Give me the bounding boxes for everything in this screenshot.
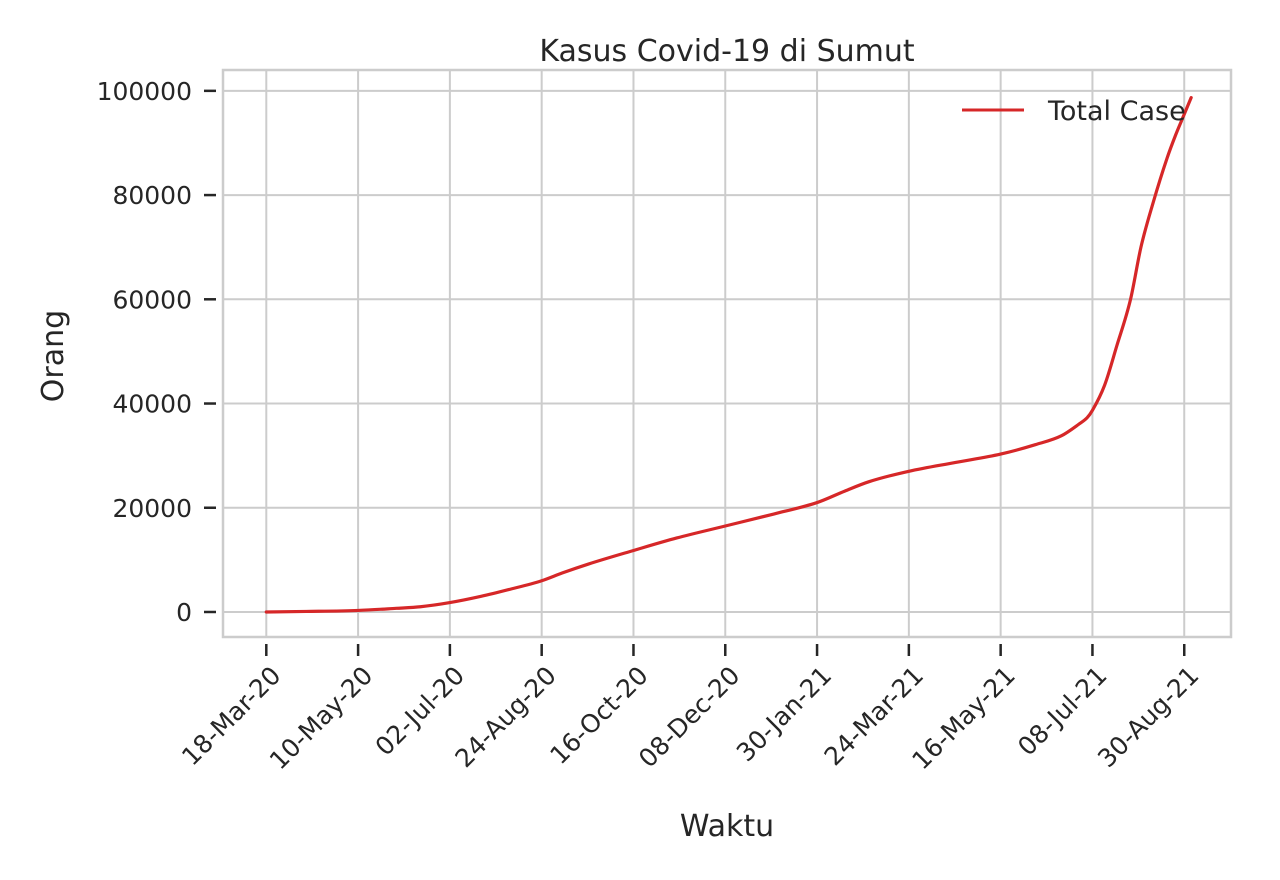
series-line-total-case <box>264 96 1193 614</box>
y-tick-label: 60000 <box>112 285 192 314</box>
legend: Total Case <box>962 96 1186 127</box>
x-axis-label: Waktu <box>680 809 774 844</box>
grid-lines <box>223 70 1231 637</box>
y-tick-label: 0 <box>176 598 192 627</box>
y-tick-label: 80000 <box>112 181 192 210</box>
y-tick-label: 40000 <box>112 390 192 419</box>
plot-area <box>264 96 1193 614</box>
plot-frame <box>221 68 1233 639</box>
y-tick-label: 100000 <box>97 77 192 106</box>
legend-label-total-case: Total Case <box>1047 96 1186 127</box>
y-tick-label: 20000 <box>112 494 192 523</box>
chart-title: Kasus Covid-19 di Sumut <box>539 34 915 69</box>
axis-ticks: 18-Mar-2010-May-2002-Jul-2024-Aug-2016-O… <box>97 77 1205 775</box>
y-axis-label: Orang <box>36 310 71 402</box>
